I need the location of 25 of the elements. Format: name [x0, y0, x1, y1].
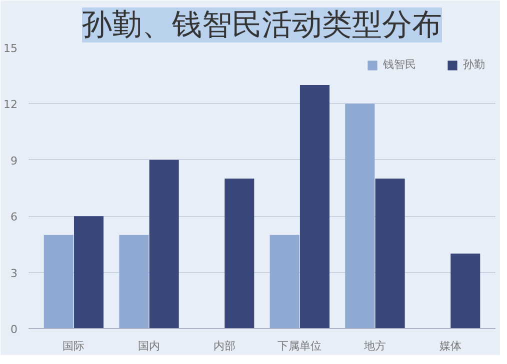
x-tick-label: 地方	[362, 340, 386, 352]
x-tick-label: 内部	[213, 340, 236, 352]
y-tick-label: 0	[10, 323, 18, 336]
bar	[149, 160, 179, 328]
chart-title: 孙勤、钱智民活动类型分布	[82, 8, 442, 42]
y-tick-label: 12	[4, 98, 18, 112]
y-tick-label: 6	[10, 210, 18, 224]
bar	[300, 84, 330, 328]
bar	[450, 254, 480, 328]
legend-label: 钱智民	[383, 57, 416, 72]
bar	[224, 178, 254, 328]
bar	[375, 178, 405, 328]
x-tick-label: 国内	[138, 340, 160, 352]
x-tick-label: 下属单位	[278, 340, 322, 352]
legend-label: 孙勤	[463, 57, 485, 72]
bar	[44, 234, 74, 328]
bar	[74, 216, 104, 328]
y-tick-label: 15	[4, 42, 18, 55]
x-tick-label: 媒体	[439, 340, 462, 352]
bar	[270, 234, 300, 328]
x-tick-label: 国际	[62, 340, 85, 352]
bar	[119, 234, 149, 328]
bar	[345, 104, 375, 328]
y-tick-label: 3	[10, 266, 18, 280]
y-tick-label: 9	[10, 154, 18, 168]
